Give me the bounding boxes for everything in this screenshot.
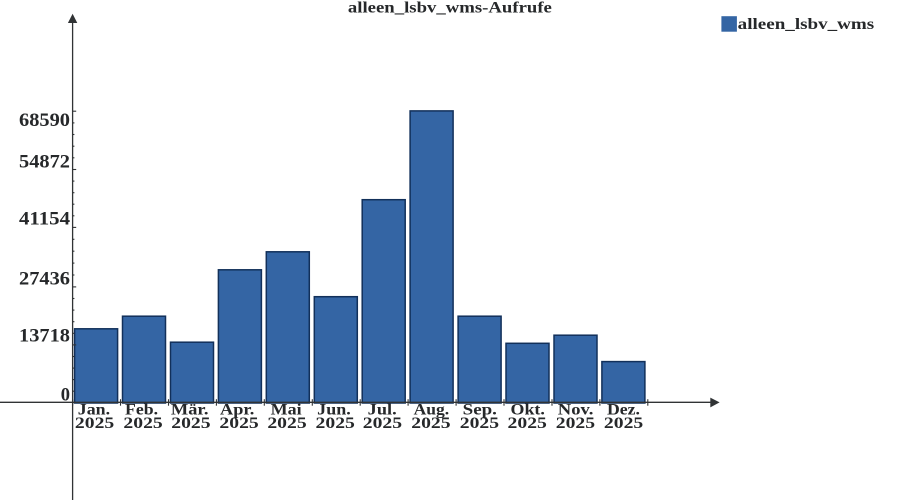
svg-text:2025: 2025 xyxy=(75,414,114,432)
svg-text:Mai: Mai xyxy=(271,402,303,419)
svg-text:alleen_lsbv_wms: alleen_lsbv_wms xyxy=(738,16,875,33)
svg-text:13718: 13718 xyxy=(19,327,70,347)
svg-text:Jan.: Jan. xyxy=(78,402,110,419)
svg-text:0: 0 xyxy=(61,385,70,405)
svg-text:2025: 2025 xyxy=(460,414,499,432)
svg-text:Feb.: Feb. xyxy=(125,402,158,419)
svg-text:2025: 2025 xyxy=(219,414,258,432)
svg-text:2025: 2025 xyxy=(411,414,450,432)
svg-text:Dez.: Dez. xyxy=(607,402,640,419)
svg-text:2025: 2025 xyxy=(604,414,643,432)
svg-text:2025: 2025 xyxy=(123,414,162,432)
svg-text:2025: 2025 xyxy=(556,414,595,432)
svg-text:Aug.: Aug. xyxy=(414,402,450,419)
svg-text:Jul.: Jul. xyxy=(368,402,397,419)
svg-text:Jun.: Jun. xyxy=(317,402,351,419)
svg-text:2025: 2025 xyxy=(316,414,355,432)
svg-text:Okt.: Okt. xyxy=(511,402,546,419)
svg-text:41154: 41154 xyxy=(19,210,70,230)
svg-text:Nov.: Nov. xyxy=(558,402,594,419)
svg-text:2025: 2025 xyxy=(508,414,547,432)
svg-text:2025: 2025 xyxy=(171,414,210,432)
svg-text:2025: 2025 xyxy=(363,414,402,432)
svg-text:2025: 2025 xyxy=(267,414,306,432)
svg-text:Sep.: Sep. xyxy=(463,402,498,419)
svg-text:27436: 27436 xyxy=(19,270,70,290)
svg-text:Apr.: Apr. xyxy=(220,402,255,419)
svg-text:Mär.: Mär. xyxy=(171,402,209,419)
svg-text:alleen_lsbv_wms-Aufrufe: alleen_lsbv_wms-Aufrufe xyxy=(348,0,552,16)
svg-text:68590: 68590 xyxy=(19,111,70,131)
svg-text:54872: 54872 xyxy=(19,153,70,173)
